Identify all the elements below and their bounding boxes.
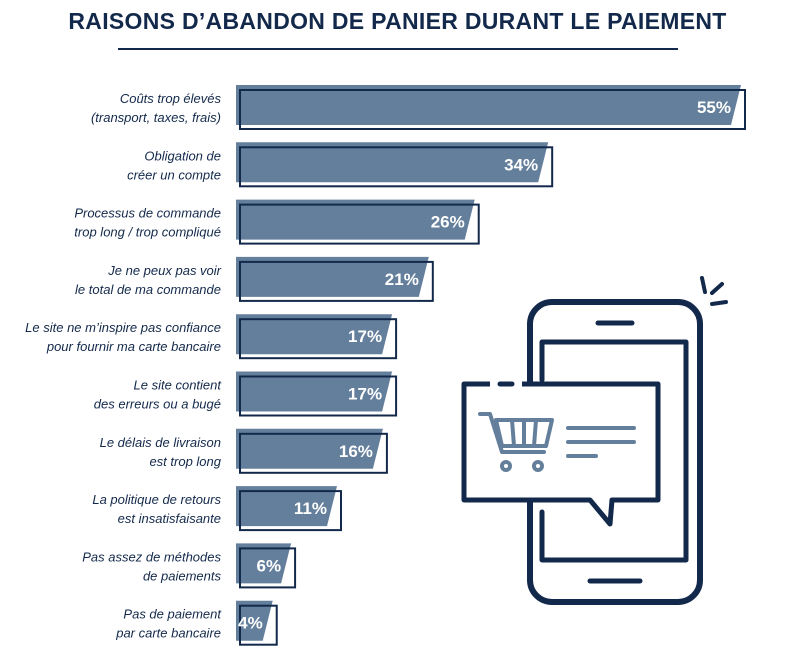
bar-row: 6% Pas assez de méthodes de paiements xyxy=(82,543,297,589)
bar-outline xyxy=(239,318,398,360)
category-label: par carte bancaire xyxy=(115,626,221,641)
bar xyxy=(236,486,337,527)
category-label: de paiements xyxy=(143,568,222,583)
bar-outline xyxy=(239,203,480,245)
phone-cart-illustration xyxy=(461,276,728,605)
bar xyxy=(236,543,292,584)
bar-row: 55% Coûts trop élevés (transport, taxes, f… xyxy=(91,85,746,130)
category-label: est insatisfaisante xyxy=(118,511,221,526)
bar xyxy=(236,142,549,183)
bar-row: 16% Le délais de livraison est trop long xyxy=(100,428,388,474)
category-label: trop long / trop compliqué xyxy=(74,225,221,240)
bar-row: 17% Le site contient des erreurs ou a bugé xyxy=(94,371,398,417)
category-label: Obligation de xyxy=(144,148,221,163)
value-label: 11% xyxy=(294,499,327,518)
bar-outline xyxy=(239,89,746,130)
value-label: 4% xyxy=(238,614,263,633)
category-label: le total de ma commande xyxy=(75,282,221,297)
category-label: Processus de commande xyxy=(74,206,221,221)
bar xyxy=(236,371,393,412)
bar xyxy=(236,600,273,641)
category-label: La politique de retours xyxy=(92,492,221,507)
category-label: Je ne peux pas voir xyxy=(107,263,221,278)
bar xyxy=(236,314,393,355)
category-label: Le site contient xyxy=(134,378,223,393)
bar xyxy=(236,428,383,469)
category-label: Le site ne m’inspire pas confiance xyxy=(25,320,221,335)
bar-outline xyxy=(239,490,342,532)
category-label: (transport, taxes, frais) xyxy=(91,110,221,125)
bar xyxy=(236,85,741,125)
bar-row: 21% Je ne peux pas voir le total de ma com… xyxy=(75,256,434,302)
value-label: 26% xyxy=(431,213,465,232)
value-label: 17% xyxy=(348,385,382,404)
value-label: 55% xyxy=(697,98,731,117)
category-label: Pas de paiement xyxy=(123,607,222,622)
chat-bubble-icon xyxy=(461,381,661,527)
category-label: est trop long xyxy=(149,454,221,469)
category-label: Le délais de livraison xyxy=(100,435,221,450)
category-label: créer un compte xyxy=(127,167,221,182)
category-label: des erreurs ou a bugé xyxy=(94,397,221,412)
shopping-cart-icon xyxy=(478,412,554,472)
category-label: Pas assez de méthodes xyxy=(82,549,221,564)
bar-outline xyxy=(239,432,388,474)
bar-row: 17% Le site ne m’inspire pas confiance pou… xyxy=(25,314,398,360)
category-label: pour fournir ma carte bancaire xyxy=(46,339,221,354)
bar-outline xyxy=(239,604,278,646)
bar-outline xyxy=(239,260,434,302)
value-label: 16% xyxy=(339,442,373,461)
bar-outline xyxy=(239,547,297,589)
bar-row: 4% Pas de paiement par carte bancaire xyxy=(115,600,278,646)
category-label: Coûts trop élevés xyxy=(120,91,222,106)
value-label: 21% xyxy=(385,270,419,289)
bar-row: 11% La politique de retours est insatisfai… xyxy=(92,486,342,532)
chart-title: RAISONS D’ABANDON DE PANIER DURANT LE PA… xyxy=(68,8,727,34)
value-label: 34% xyxy=(504,155,538,174)
bar xyxy=(236,256,429,297)
bar-row: 34% Obligation de créer un compte xyxy=(127,142,554,188)
text-lines-icon xyxy=(566,426,636,458)
bar-outline xyxy=(239,146,554,188)
title-underline xyxy=(118,48,678,50)
bar-outline xyxy=(239,375,398,417)
value-label: 6% xyxy=(257,556,282,575)
bar-row: 26% Processus de commande trop long / trop… xyxy=(74,199,480,245)
bar xyxy=(236,199,475,240)
value-label: 17% xyxy=(348,327,382,346)
